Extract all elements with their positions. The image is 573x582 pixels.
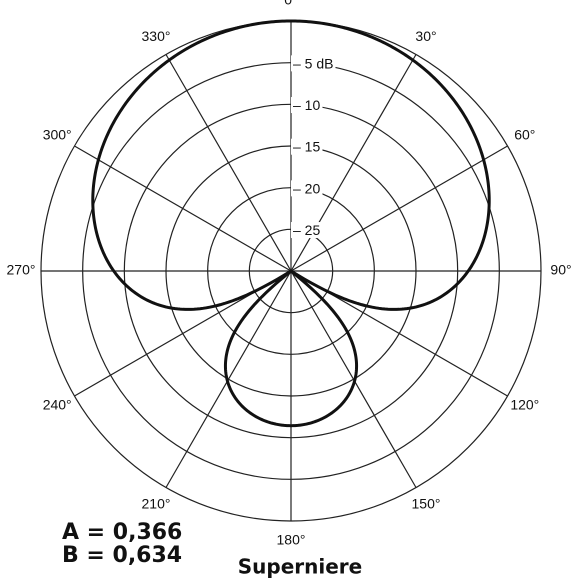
angle-label: 330°	[142, 28, 171, 44]
angle-label: 0°	[284, 0, 297, 8]
angle-label: 240°	[43, 397, 72, 413]
coefficient-a: A = 0,366	[62, 520, 182, 545]
r-tick-label: – 5 dB	[293, 55, 333, 71]
label-bg	[291, 180, 323, 197]
label-bg	[291, 138, 323, 155]
label-bg	[291, 55, 336, 72]
r-tick-label: – 15	[293, 139, 320, 155]
angle-label: 300°	[43, 127, 72, 143]
r-tick-label: – 25	[293, 222, 320, 238]
angle-label: 150°	[412, 496, 441, 512]
chart-title: Superniere	[238, 555, 362, 579]
coefficient-b: B = 0,634	[62, 543, 182, 568]
polar-pattern	[91, 19, 491, 428]
r-tick-label: – 20	[293, 180, 320, 196]
angle-label: 180°	[277, 532, 306, 548]
r-tick-label: – 10	[293, 97, 320, 113]
angle-label: 270°	[7, 262, 36, 278]
angle-label: 30°	[415, 28, 436, 44]
angle-label: 90°	[550, 262, 571, 278]
angle-label: 60°	[514, 127, 535, 143]
angle-label: 210°	[142, 496, 171, 512]
label-bg	[291, 97, 323, 114]
angle-label: 120°	[510, 397, 539, 413]
label-bg	[291, 222, 323, 239]
